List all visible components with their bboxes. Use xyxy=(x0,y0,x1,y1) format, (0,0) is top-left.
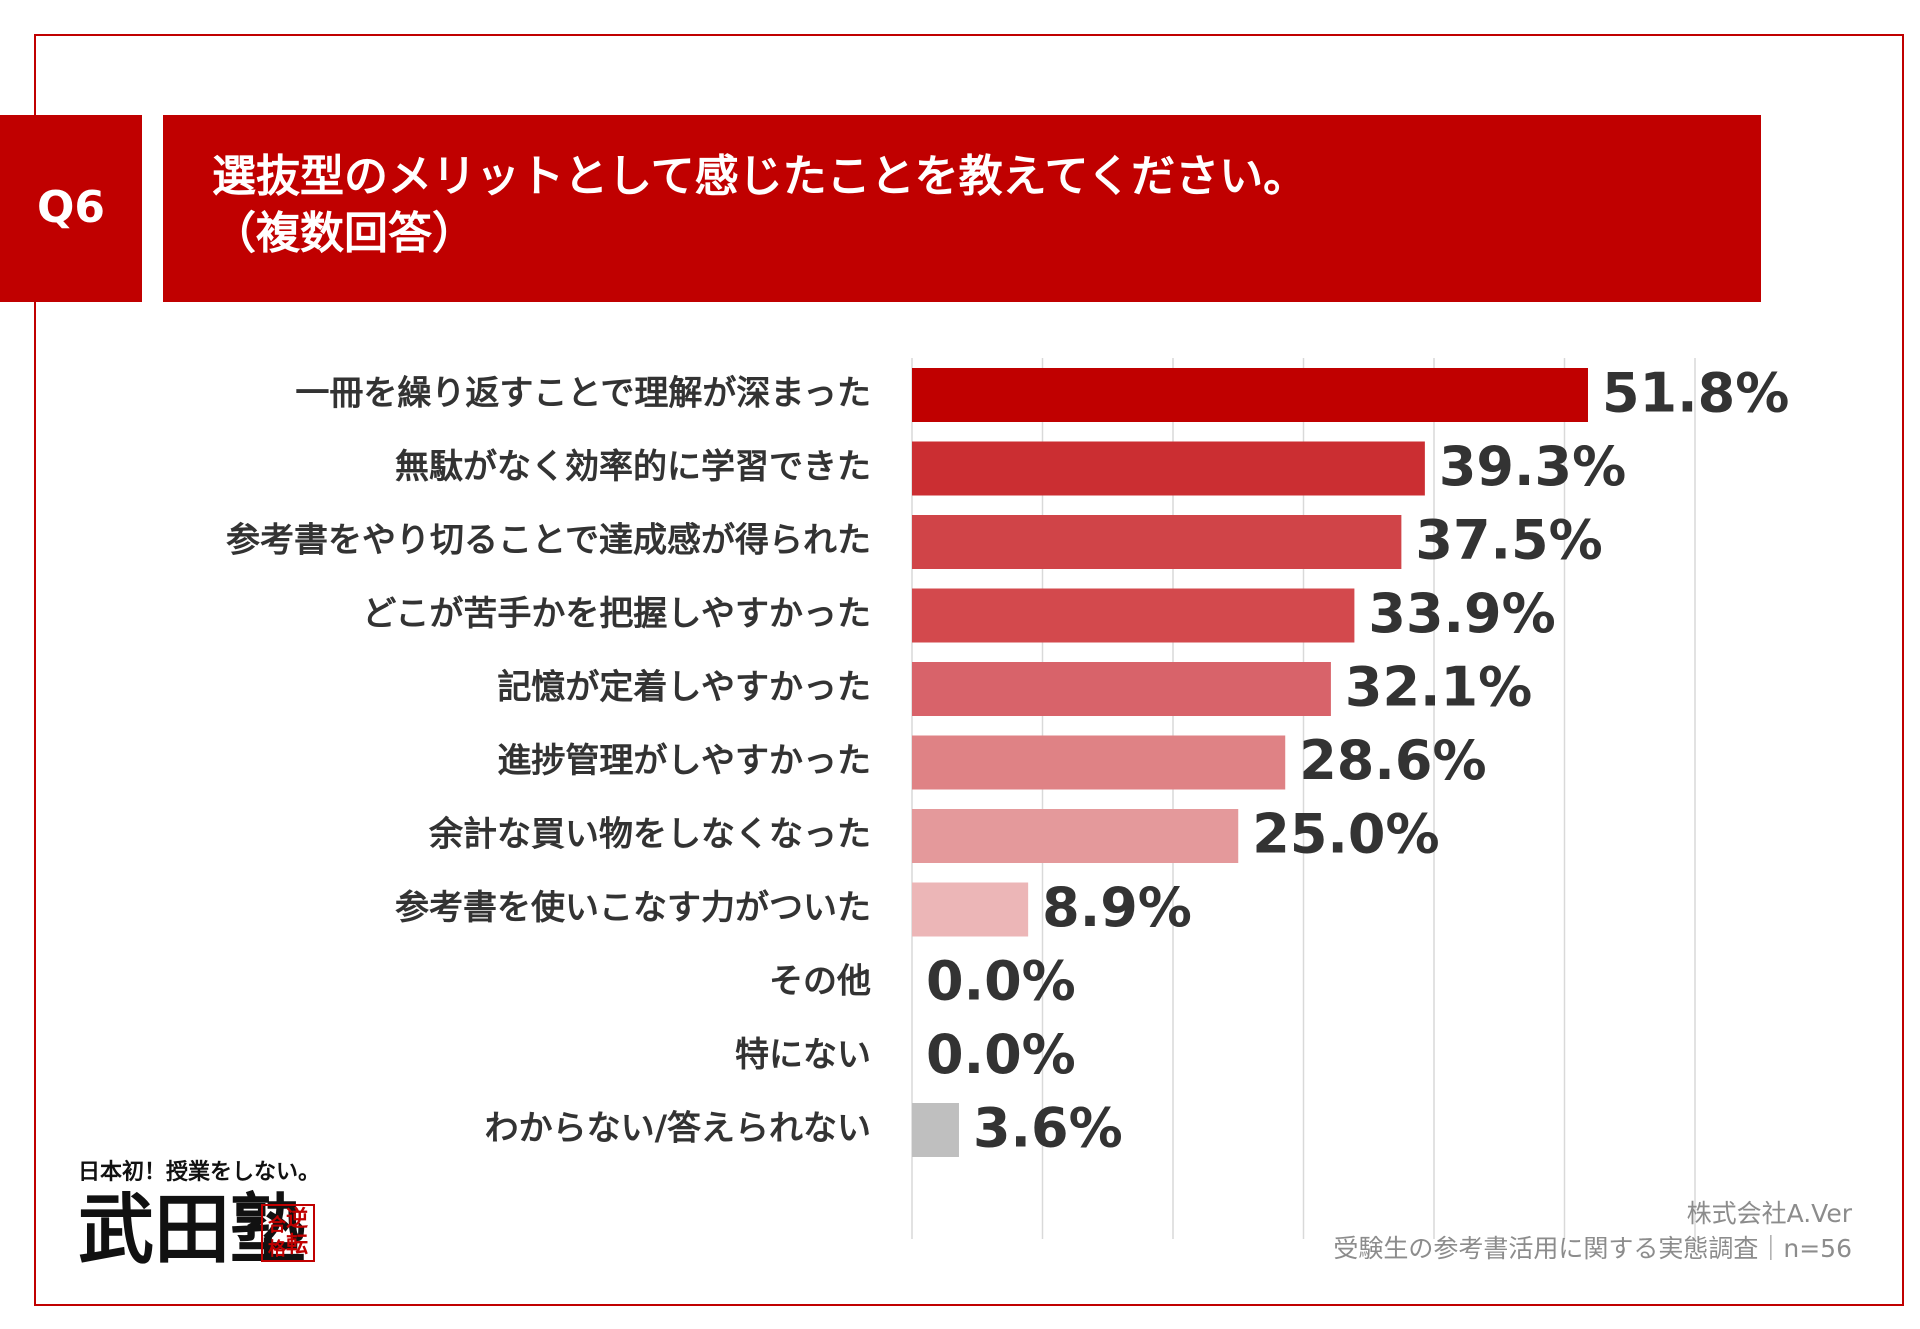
value-label: 0.0% xyxy=(926,950,1076,1013)
bar xyxy=(912,662,1331,716)
value-label: 39.3% xyxy=(1439,435,1626,498)
chart-subtitle: （複数回答） xyxy=(212,208,476,259)
logo-tagline: 日本初！授業をしない。 xyxy=(78,1159,320,1185)
bar xyxy=(912,588,1355,643)
title-box xyxy=(163,115,1761,302)
question-label: Q6 xyxy=(37,182,105,233)
category-label: 参考書をやり切ることで達成感が得られた xyxy=(226,521,871,561)
category-label: どこが苦手かを把握しやすかった xyxy=(362,594,871,634)
value-label: 8.9% xyxy=(1042,876,1192,939)
bars: 一冊を繰り返すことで理解が深まった 51.8% 無駄がなく効率的に学習できた 39.3… xyxy=(226,362,1789,1160)
category-label: 特にない xyxy=(735,1035,871,1075)
logo-badge-char: 転 xyxy=(286,1232,308,1258)
frame xyxy=(34,34,1904,1306)
bar xyxy=(912,809,1239,863)
value-label: 25.0% xyxy=(1252,803,1439,866)
bar xyxy=(912,515,1402,569)
logo-badge xyxy=(261,1204,315,1262)
value-label: 33.9% xyxy=(1368,582,1555,645)
source-survey: 受験生の参考書活用に関する実態調査｜n=56 xyxy=(1333,1234,1852,1263)
value-label: 28.6% xyxy=(1299,729,1486,792)
category-label: 進捗管理がしやすかった xyxy=(497,741,871,781)
value-label: 3.6% xyxy=(973,1097,1123,1160)
logo-name: 武田塾 xyxy=(78,1185,306,1274)
category-label: 参考書を使いこなす力がついた xyxy=(395,888,871,928)
category-label: その他 xyxy=(769,962,871,1002)
source-company: 株式会社A.Ver xyxy=(1687,1199,1853,1228)
bar xyxy=(912,882,1029,937)
logo-badge-char: 逆 xyxy=(286,1206,308,1232)
bar xyxy=(912,368,1588,422)
category-label: 余計な買い物をしなくなった xyxy=(428,815,871,855)
category-label: 一冊を繰り返すことで理解が深まった xyxy=(295,374,871,414)
grid xyxy=(911,358,1696,1239)
category-label: 記憶が定着しやすかった xyxy=(497,668,871,708)
question-box xyxy=(0,115,142,302)
value-label: 51.8% xyxy=(1602,362,1789,425)
value-label: 32.1% xyxy=(1345,656,1532,719)
chart-title: 選抜型のメリットとして感じたことを教えてください。 xyxy=(212,151,1307,202)
value-label: 37.5% xyxy=(1415,509,1602,572)
logo-badge-char: 格 xyxy=(268,1238,287,1260)
value-label: 0.0% xyxy=(926,1023,1076,1086)
category-label: わからない/答えられない xyxy=(485,1109,871,1149)
bar xyxy=(912,441,1425,496)
category-label: 無駄がなく効率的に学習できた xyxy=(395,447,871,487)
bar xyxy=(912,1103,959,1157)
logo-badge-char: 合 xyxy=(268,1214,287,1236)
bar xyxy=(912,735,1286,790)
